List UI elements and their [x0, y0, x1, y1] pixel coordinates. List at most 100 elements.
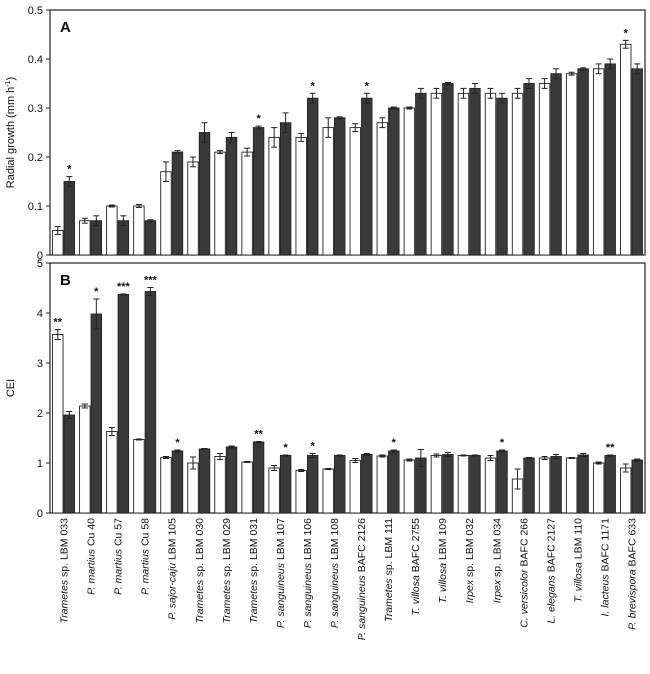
bar-open	[565, 457, 578, 514]
bar-dark	[252, 127, 265, 256]
bar-open	[187, 462, 199, 514]
bar-open	[538, 83, 551, 256]
y-tick-label: 2	[37, 408, 43, 420]
bar-dark	[252, 441, 265, 514]
significance-marker: **	[53, 317, 62, 329]
plot-frame	[49, 262, 646, 514]
bar-dark	[279, 455, 292, 514]
bar-open	[403, 107, 416, 256]
x-tick-label-strain: BAFC 266	[518, 518, 530, 570]
bar-dark	[496, 97, 508, 256]
bar-open	[620, 467, 632, 514]
bar-open	[295, 470, 307, 514]
x-tick-label-strain: Cu 58	[140, 518, 152, 549]
bar-dark	[279, 122, 292, 256]
bar-dark	[306, 97, 319, 256]
bar-open	[484, 457, 497, 514]
bar-open	[133, 205, 145, 256]
x-tick-label: C. versicolor BAFC 266	[518, 518, 530, 628]
x-tick-label-species: T. villosa	[437, 563, 449, 604]
bar-dark	[90, 313, 103, 514]
x-tick-label-species: Irpex	[464, 579, 476, 603]
x-tick-label-species: P. sanguineus	[275, 562, 287, 628]
significance-marker: *	[311, 441, 316, 453]
bar-open	[241, 461, 253, 514]
bar-dark	[550, 456, 562, 514]
x-tick-label: P. sanguineus LBM 107	[275, 518, 287, 628]
bar-dark	[334, 117, 346, 256]
x-tick-label-species: P. sajor-caju	[167, 563, 179, 620]
x-tick-label: P. sajor-caju LBM 105	[167, 518, 179, 620]
x-tick-label-strain: Cu 40	[86, 518, 98, 549]
x-tick-label: L. elegans BAFC 2127	[545, 518, 557, 624]
x-tick-label: P. martius Cu 58	[140, 518, 152, 595]
y-tick-label: 0.1	[28, 201, 43, 213]
y-axis-label-main: Radial growth (mm h	[5, 87, 17, 188]
x-tick-label-species: P. brevispora	[626, 569, 638, 630]
bar-open	[538, 457, 551, 514]
x-tick-label-strain: sp. LBM 032	[464, 518, 476, 580]
x-tick-label-species: P. martius	[86, 548, 98, 595]
bar-open	[349, 460, 361, 514]
x-tick-label-strain: sp. LBM 034	[491, 518, 503, 580]
bar-open	[457, 455, 470, 514]
significance-marker: ***	[144, 275, 158, 287]
x-tick-label-strain: LBM 109	[437, 518, 449, 563]
x-tick-label-species: P. sanguineus	[302, 562, 314, 628]
y-tick-label: 1	[37, 458, 43, 470]
bar-dark	[144, 291, 157, 514]
x-tick-label-strain: sp. LBM 031	[248, 518, 260, 580]
x-tick-label-strain: LBM 108	[329, 518, 341, 563]
x-tick-label: P. martius Cu 40	[86, 518, 98, 595]
x-tick-label-strain: BAFC 2127	[545, 518, 557, 575]
significance-marker: *	[67, 164, 72, 176]
x-tick-label: Trametes sp. LBM 111	[383, 518, 395, 622]
x-tick-label-strain: sp. LBM 033	[59, 518, 71, 580]
bar-dark	[415, 92, 427, 256]
bar-open	[592, 462, 605, 514]
y-tick-label: 0	[37, 508, 43, 520]
bar-open	[295, 136, 307, 256]
x-tick-label: I. lacteus BAFC 1171	[599, 518, 611, 617]
bar-open	[79, 405, 91, 514]
x-tick-label-species: P. sanguineus	[329, 562, 341, 628]
bar-open	[376, 455, 389, 514]
bar-dark	[604, 63, 616, 256]
bar-dark	[361, 454, 373, 514]
x-tick-label-species: T. villosa	[410, 575, 422, 616]
x-tick-label-species: Irpex	[491, 579, 503, 603]
panel-a: A 0 0.1 0.2 0.3 0.4 0.5 Radial growth (mm h-1) *…	[5, 5, 646, 262]
x-tick-label: P. sanguineus BAFC 2126	[356, 518, 368, 641]
x-tick-label-strain: BAFC 633	[626, 518, 638, 570]
x-tick-label-strain: sp. LBM 030	[194, 518, 206, 580]
significance-marker: *	[94, 286, 99, 298]
x-tick-label-strain: LBM 110	[572, 518, 584, 562]
bar-dark	[171, 151, 184, 256]
bar-open	[52, 334, 64, 514]
x-tick-label-strain: BAFC 1171	[599, 518, 611, 575]
bar-open	[349, 127, 361, 256]
x-tick-label-strain: BAFC 2126	[356, 518, 368, 575]
x-tick-label: P. sanguineus LBM 108	[329, 518, 341, 628]
bar-open	[511, 92, 524, 256]
bar-open	[160, 171, 172, 256]
x-tick-label-species: Trametes	[194, 579, 206, 623]
x-tick-label-species: Trametes	[221, 579, 233, 623]
x-tick-label: Trametes sp. LBM 030	[194, 518, 206, 624]
x-tick-label-species: Trametes	[248, 579, 260, 623]
significance-marker: *	[283, 442, 288, 454]
bar-open	[430, 455, 443, 514]
bar-dark	[577, 68, 589, 256]
y-axis-label: Radial growth (mm h-1)	[5, 77, 17, 188]
bar-open	[106, 431, 118, 514]
bar-dark	[523, 83, 535, 256]
y-axis-label: CEI	[5, 379, 17, 397]
panel-label: A	[60, 19, 71, 36]
bar-open	[214, 151, 226, 256]
bar-open	[322, 468, 334, 514]
bar-dark	[388, 107, 400, 256]
y-tick-label: 4	[37, 308, 43, 320]
bar-dark	[604, 455, 616, 514]
bar-dark	[631, 459, 643, 514]
